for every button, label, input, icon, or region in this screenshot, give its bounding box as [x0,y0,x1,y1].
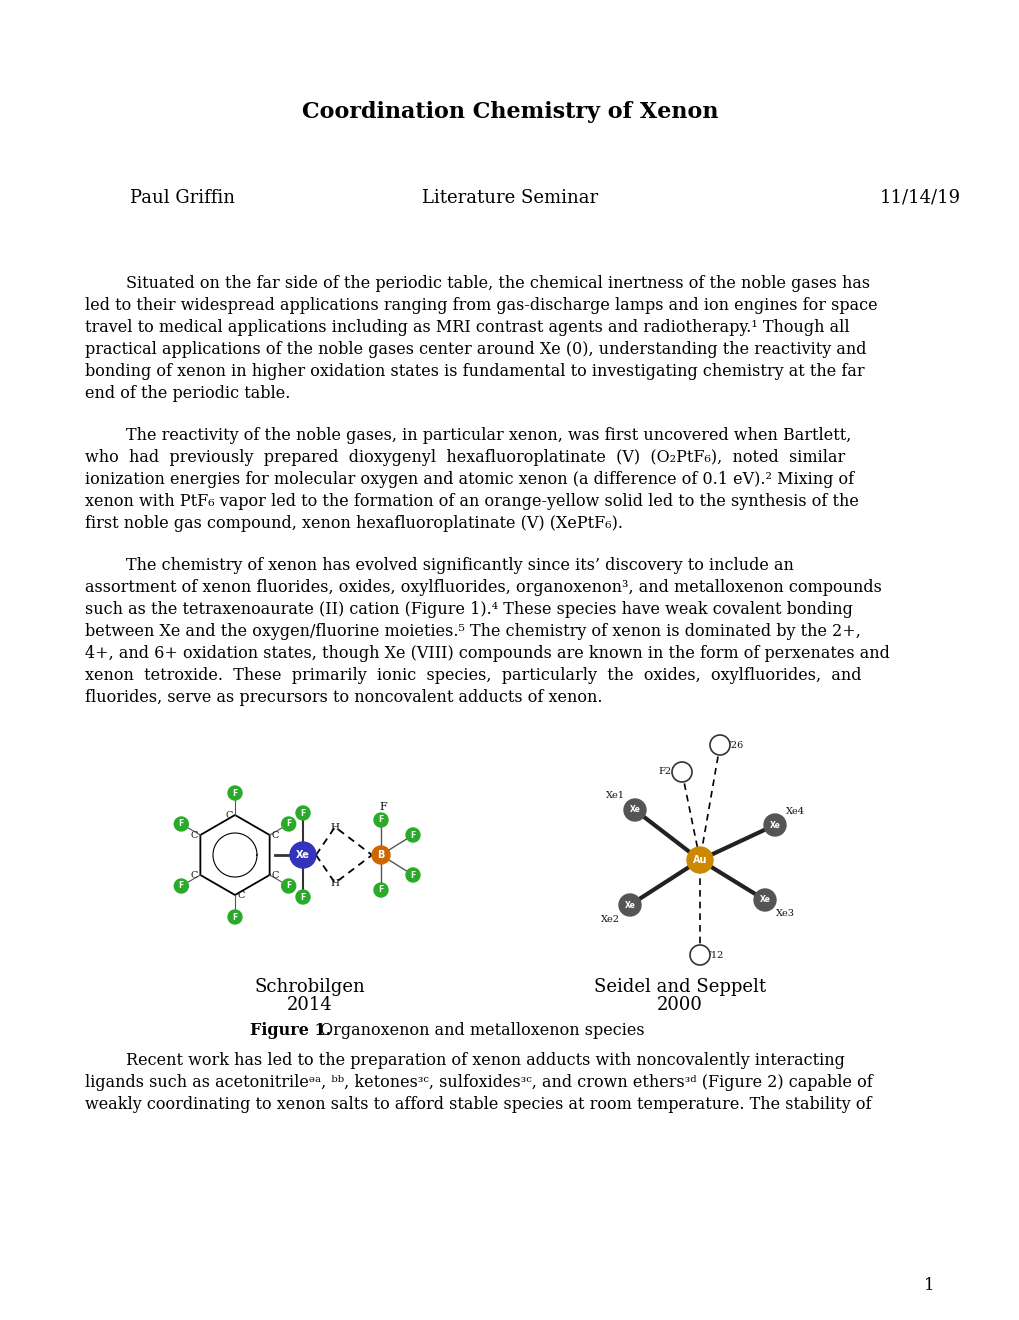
Text: 2000: 2000 [656,997,702,1014]
Text: C: C [191,870,198,879]
Text: F12: F12 [704,950,722,960]
Text: assortment of xenon fluorides, oxides, oxylfluorides, organoxenon³, and metallox: assortment of xenon fluorides, oxides, o… [85,579,881,597]
Text: Literature Seminar: Literature Seminar [422,189,597,207]
Text: Coordination Chemistry of Xenon: Coordination Chemistry of Xenon [302,102,717,123]
Text: F: F [379,803,386,812]
Circle shape [372,846,389,865]
Text: Xe4: Xe4 [785,807,804,816]
Text: ionization energies for molecular oxygen and atomic xenon (a difference of 0.1 e: ionization energies for molecular oxygen… [85,471,853,488]
Text: 2014: 2014 [286,997,332,1014]
Text: F: F [232,912,237,921]
Text: Recent work has led to the preparation of xenon adducts with noncovalently inter: Recent work has led to the preparation o… [85,1052,844,1069]
Circle shape [289,842,316,869]
Text: Xe3: Xe3 [774,909,794,919]
Text: travel to medical applications including as MRI contrast agents and radiotherapy: travel to medical applications including… [85,319,849,337]
Circle shape [228,909,242,924]
Text: F: F [178,882,183,891]
Circle shape [174,817,189,832]
Text: practical applications of the noble gases center around Xe (0), understanding th: practical applications of the noble gase… [85,341,866,358]
Text: weakly coordinating to xenon salts to afford stable species at room temperature.: weakly coordinating to xenon salts to af… [85,1096,870,1113]
Circle shape [687,847,712,873]
Text: Organoxenon and metalloxenon species: Organoxenon and metalloxenon species [315,1022,644,1039]
Text: Xe: Xe [296,850,310,861]
Circle shape [689,945,709,965]
Text: C: C [272,830,279,840]
Text: who  had  previously  prepared  dioxygenyl  hexafluoroplatinate  (V)  (O₂PtF₆), : who had previously prepared dioxygenyl h… [85,449,845,466]
Text: F: F [410,830,415,840]
Circle shape [672,762,691,781]
Circle shape [619,894,640,916]
Text: F: F [300,892,306,902]
Text: led to their widespread applications ranging from gas-discharge lamps and ion en: led to their widespread applications ran… [85,297,876,314]
Text: The reactivity of the noble gases, in particular xenon, was first uncovered when: The reactivity of the noble gases, in pa… [85,426,851,444]
Text: F: F [378,816,383,825]
Circle shape [228,785,242,800]
Text: Xe: Xe [624,900,635,909]
Text: Seidel and Seppelt: Seidel and Seppelt [593,978,765,997]
Text: C: C [237,891,245,899]
Circle shape [374,883,387,898]
Text: F: F [378,886,383,895]
Circle shape [763,814,786,836]
Circle shape [281,879,296,894]
Text: Xe: Xe [629,805,640,814]
Text: Au: Au [692,855,706,865]
Circle shape [624,799,645,821]
Text: B: B [377,850,384,861]
Text: Situated on the far side of the periodic table, the chemical inertness of the no: Situated on the far side of the periodic… [85,275,869,292]
Text: F: F [285,882,291,891]
Text: 4+, and 6+ oxidation states, though Xe (VIII) compounds are known in the form of: 4+, and 6+ oxidation states, though Xe (… [85,645,889,663]
Circle shape [296,807,310,820]
Circle shape [709,735,730,755]
Text: first noble gas compound, xenon hexafluoroplatinate (V) (XePtF₆).: first noble gas compound, xenon hexafluo… [85,515,623,532]
Text: ligands such as acetonitrileᵊᵃ, ᵇᵇ, ketonesᵌᶜ, sulfoxidesᵌᶜ, and crown ethersᵌᵈ : ligands such as acetonitrileᵊᵃ, ᵇᵇ, keto… [85,1074,872,1092]
Text: F: F [410,870,415,879]
Circle shape [296,890,310,904]
Text: such as the tetraxenoaurate (II) cation (Figure 1).⁴ These species have weak cov: such as the tetraxenoaurate (II) cation … [85,601,852,618]
Text: H: H [330,879,339,887]
Text: Figure 1.: Figure 1. [250,1022,331,1039]
Text: F25: F25 [657,767,677,776]
Text: Xe: Xe [768,821,780,829]
Circle shape [281,817,296,832]
Text: C: C [272,870,279,879]
Text: The chemistry of xenon has evolved significantly since its’ discovery to include: The chemistry of xenon has evolved signi… [85,557,793,574]
Text: Xe2: Xe2 [600,915,619,924]
Circle shape [406,828,420,842]
Text: Xe1: Xe1 [605,792,624,800]
Text: F: F [300,808,306,817]
Circle shape [753,888,775,911]
Text: xenon with PtF₆ vapor led to the formation of an orange-yellow solid led to the : xenon with PtF₆ vapor led to the formati… [85,492,858,510]
Text: C: C [225,810,232,820]
Circle shape [174,879,189,894]
Text: end of the periodic table.: end of the periodic table. [85,385,290,403]
Text: F: F [285,820,291,829]
Circle shape [374,813,387,828]
Text: Paul Griffin: Paul Griffin [129,189,234,207]
Text: fluorides, serve as precursors to noncovalent adducts of xenon.: fluorides, serve as precursors to noncov… [85,689,602,706]
Text: xenon  tetroxide.  These  primarily  ionic  species,  particularly  the  oxides,: xenon tetroxide. These primarily ionic s… [85,667,861,684]
Text: 11/14/19: 11/14/19 [879,189,960,207]
Text: between Xe and the oxygen/fluorine moieties.⁵ The chemistry of xenon is dominate: between Xe and the oxygen/fluorine moiet… [85,623,860,640]
Text: bonding of xenon in higher oxidation states is fundamental to investigating chem: bonding of xenon in higher oxidation sta… [85,363,864,380]
Text: Xe: Xe [759,895,769,904]
Text: F: F [232,788,237,797]
Text: F26: F26 [723,741,743,750]
Circle shape [406,869,420,882]
Text: 1: 1 [923,1276,934,1294]
Text: C: C [191,830,198,840]
Text: F: F [178,820,183,829]
Text: Schrobilgen: Schrobilgen [255,978,365,997]
Text: H: H [330,822,339,832]
